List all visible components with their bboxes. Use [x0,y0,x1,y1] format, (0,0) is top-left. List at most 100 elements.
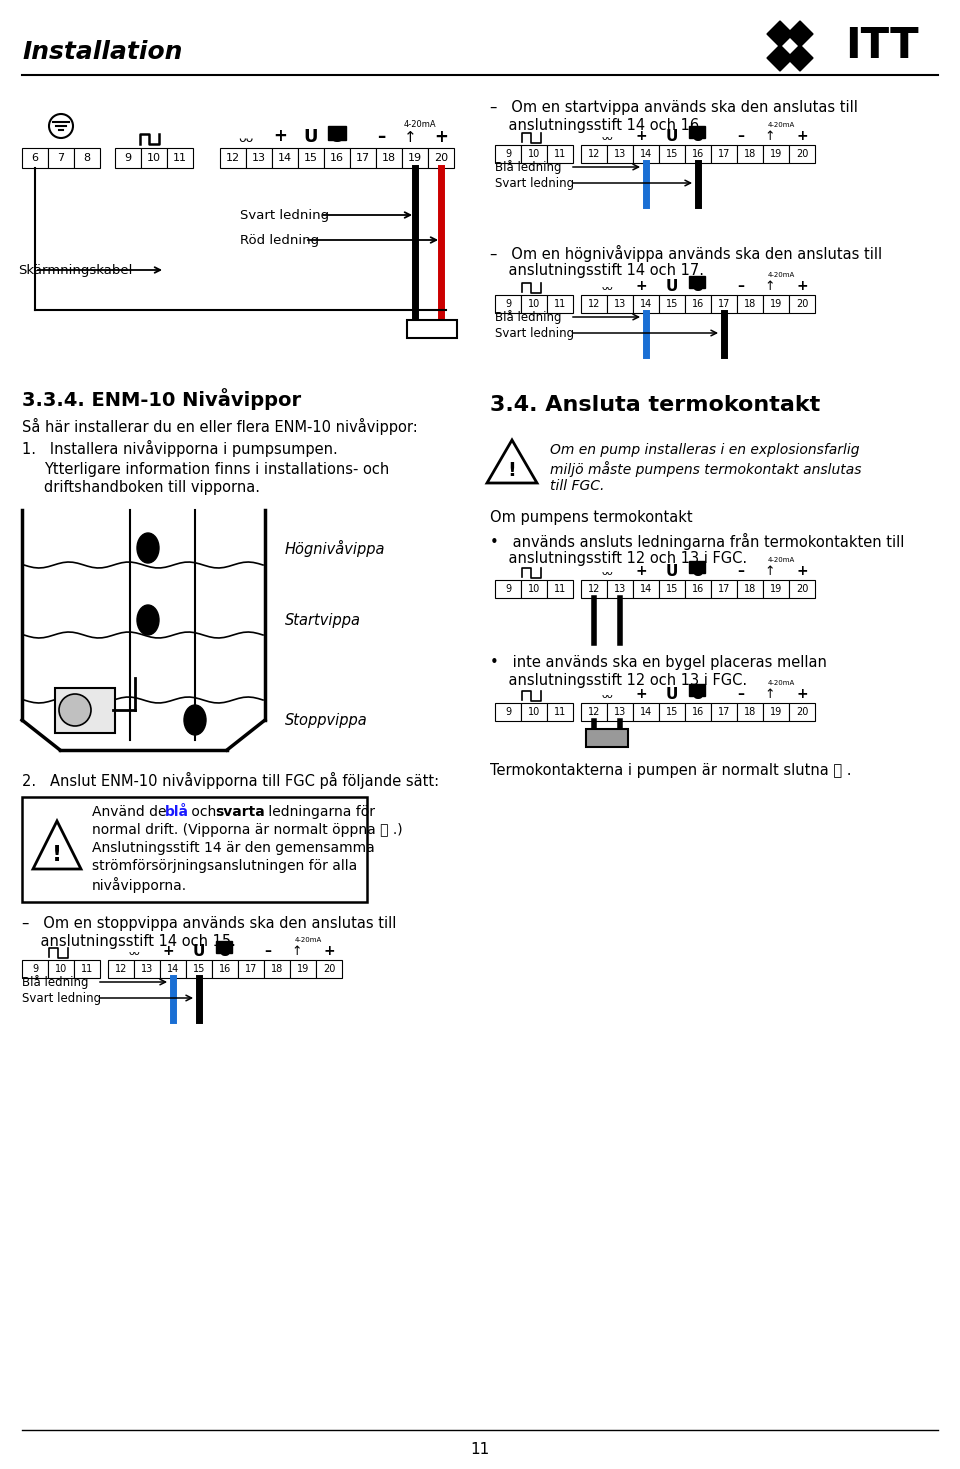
Bar [789,295,815,313]
Bar [581,704,607,721]
Circle shape [59,693,91,726]
Text: U: U [692,564,705,579]
Text: ᴗᴗ: ᴗᴗ [238,132,253,144]
Text: +: + [796,687,807,701]
Bar [659,145,685,163]
Text: 17: 17 [718,300,731,308]
Text: Svart ledning: Svart ledning [495,326,574,339]
Text: 9: 9 [505,707,511,717]
Text: nivåvipporna.: nivåvipporna. [92,877,187,893]
Bar [220,148,246,167]
Text: +: + [796,279,807,292]
Bar [55,687,115,733]
Text: svarta: svarta [215,805,265,820]
Text: •   används ansluts ledningarna från termokontakten till: • används ansluts ledningarna från termo… [490,533,904,549]
Text: ᴗᴗ: ᴗᴗ [601,282,612,292]
Bar [74,148,100,167]
Bar [495,145,521,163]
Text: 15: 15 [666,148,678,159]
Text: 18: 18 [271,964,283,974]
Bar [74,961,100,978]
Bar [238,961,264,978]
Text: U: U [219,943,231,958]
Bar [737,145,763,163]
Bar [547,580,573,598]
Text: 9: 9 [505,300,511,308]
Bar [316,961,342,978]
Bar [264,961,290,978]
Text: ledningarna för: ledningarna för [264,805,375,820]
Text: 11: 11 [554,148,566,159]
Text: anslutningsstift 14 och 17.: anslutningsstift 14 och 17. [490,263,704,278]
Bar [607,295,633,313]
Text: ᴗᴗ: ᴗᴗ [128,948,140,956]
Text: Använd de: Använd de [92,805,171,820]
Text: 20: 20 [796,300,808,308]
Circle shape [49,115,73,138]
Text: –: – [737,279,745,292]
Bar [633,580,659,598]
Bar [22,798,367,902]
Text: U: U [193,943,205,958]
Text: 18: 18 [744,300,756,308]
Text: U: U [303,128,319,145]
Text: 16: 16 [692,585,704,593]
Bar [789,580,815,598]
Text: 10: 10 [528,148,540,159]
Text: –   Om en högnivåvippa används ska den anslutas till: – Om en högnivåvippa används ska den ans… [490,245,882,261]
Bar [633,704,659,721]
Text: –   Om en stoppvippa används ska den anslutas till: – Om en stoppvippa används ska den anslu… [22,917,396,931]
Text: 16: 16 [219,964,231,974]
Bar [407,320,457,338]
Text: –: – [737,687,745,701]
Bar [324,148,350,167]
Bar [586,729,628,748]
Text: ITT: ITT [845,25,919,68]
Text: Så här installerar du en eller flera ENM-10 nivåvippor:: Så här installerar du en eller flera ENM… [22,419,418,435]
Text: 10: 10 [147,153,161,163]
Text: –   Om en startvippa används ska den anslutas till: – Om en startvippa används ska den anslu… [490,100,858,115]
Text: Ytterligare information finns i installations- och: Ytterligare information finns i installa… [44,461,389,477]
Text: 15: 15 [666,707,678,717]
Bar [495,295,521,313]
Bar [737,295,763,313]
Bar [48,148,74,167]
Text: 17: 17 [718,148,731,159]
Bar [581,145,607,163]
Text: Termokontakterna i pumpen är normalt slutna ⎺ .: Termokontakterna i pumpen är normalt slu… [490,762,852,779]
Text: ↑: ↑ [765,687,776,701]
Text: 17: 17 [356,153,370,163]
Bar [685,704,711,721]
Bar [607,704,633,721]
Text: 2.   Anslut ENM-10 nivåvipporna till FGC på följande sätt:: 2. Anslut ENM-10 nivåvipporna till FGC p… [22,773,439,789]
Text: anslutningsstift 12 och 13 i FGC.: anslutningsstift 12 och 13 i FGC. [490,551,747,566]
Bar [246,148,272,167]
Bar [763,295,789,313]
Text: 13: 13 [613,148,626,159]
Text: Svart ledning: Svart ledning [22,992,101,1005]
Text: Stoppvippa: Stoppvippa [285,712,368,727]
Bar [428,148,454,167]
Text: !: ! [508,460,516,479]
Bar [547,145,573,163]
Text: driftshandboken till vipporna.: driftshandboken till vipporna. [44,480,260,495]
Bar [763,580,789,598]
Text: 4-20mA: 4-20mA [767,272,795,278]
Text: 13: 13 [613,585,626,593]
Text: •   inte används ska en bygel placeras mellan: • inte används ska en bygel placeras mel… [490,655,827,670]
Text: 17: 17 [718,707,731,717]
Bar [521,704,547,721]
Text: +: + [796,564,807,577]
Text: anslutningsstift 14 och 16.: anslutningsstift 14 och 16. [490,118,704,134]
Text: 20: 20 [796,707,808,717]
Text: 4-20mA: 4-20mA [767,122,795,128]
Text: Anslutningsstift 14 är den gemensamma: Anslutningsstift 14 är den gemensamma [92,840,374,855]
Text: 16: 16 [330,153,344,163]
Ellipse shape [184,705,206,734]
Text: U: U [692,128,705,144]
Text: +: + [636,564,647,577]
Text: Skärmningskabel: Skärmningskabel [18,263,132,276]
Bar [685,145,711,163]
Text: Röd ledning: Röd ledning [240,234,319,247]
Text: U: U [666,686,678,702]
